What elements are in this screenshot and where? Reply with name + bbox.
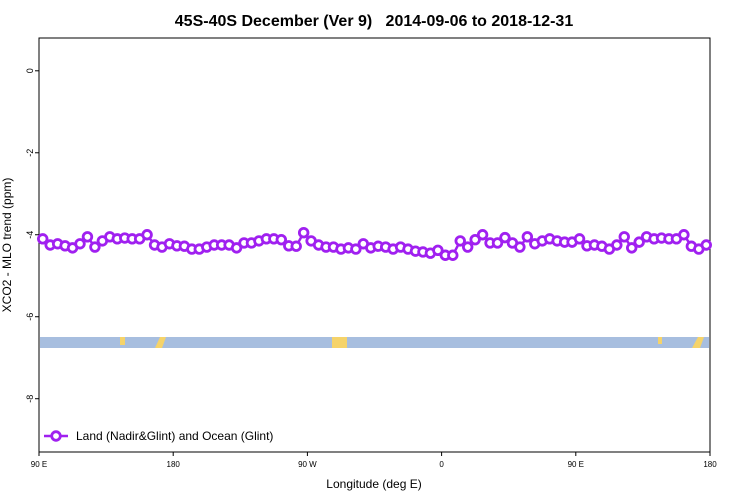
x-axis-label: Longitude (deg E) (326, 477, 421, 491)
y-tick-label: -8 (25, 395, 35, 403)
data-point (618, 231, 630, 243)
data-point (74, 238, 86, 250)
chart-title: 45S-40S December (Ver 9) 2014-09-06 to 2… (175, 13, 574, 30)
land-patch (692, 337, 704, 348)
data-point (290, 240, 302, 252)
data-point (454, 235, 466, 247)
data-point (432, 244, 444, 257)
data-point (573, 233, 586, 245)
x-tick-label: 180 (167, 460, 181, 469)
legend-marker (50, 430, 62, 442)
y-tick-label: -4 (25, 231, 35, 239)
data-point (230, 242, 243, 254)
surface-strip (40, 337, 709, 348)
land-patch (155, 337, 166, 348)
data-point (633, 236, 645, 248)
data-point (491, 237, 504, 249)
data-point (37, 233, 49, 245)
data-point (499, 231, 511, 244)
y-tick-label: 0 (25, 68, 35, 73)
y-tick-label: -2 (25, 149, 35, 157)
data-point (469, 233, 481, 246)
data-point (514, 241, 526, 253)
data-point (521, 231, 534, 243)
data-point (626, 242, 638, 254)
data-point (611, 239, 623, 251)
data-point (350, 243, 362, 255)
y-axis-label: XCO2 - MLO trend (ppm) (0, 178, 14, 313)
data-point (141, 229, 153, 241)
data-point (275, 233, 288, 246)
x-tick-label: 0 (439, 460, 444, 469)
x-tick-label: 90 E (568, 460, 584, 469)
x-tick-label: 90 W (298, 460, 317, 469)
data-point (447, 249, 459, 261)
data-point (81, 231, 94, 243)
land-patch (658, 337, 662, 344)
land-patch (332, 337, 347, 348)
x-tick-label: 180 (703, 460, 717, 469)
legend-label: Land (Nadir&Glint) and Ocean (Glint) (76, 429, 273, 443)
land-patch (120, 337, 125, 345)
ocean-strip (40, 337, 709, 348)
data-point (476, 229, 489, 241)
data-point (461, 241, 474, 253)
data-point (678, 229, 690, 241)
data-point (89, 241, 101, 253)
data-point (700, 239, 712, 251)
x-tick-label: 90 E (31, 460, 47, 469)
y-tick-label: -6 (25, 313, 35, 321)
data-point (297, 227, 310, 239)
